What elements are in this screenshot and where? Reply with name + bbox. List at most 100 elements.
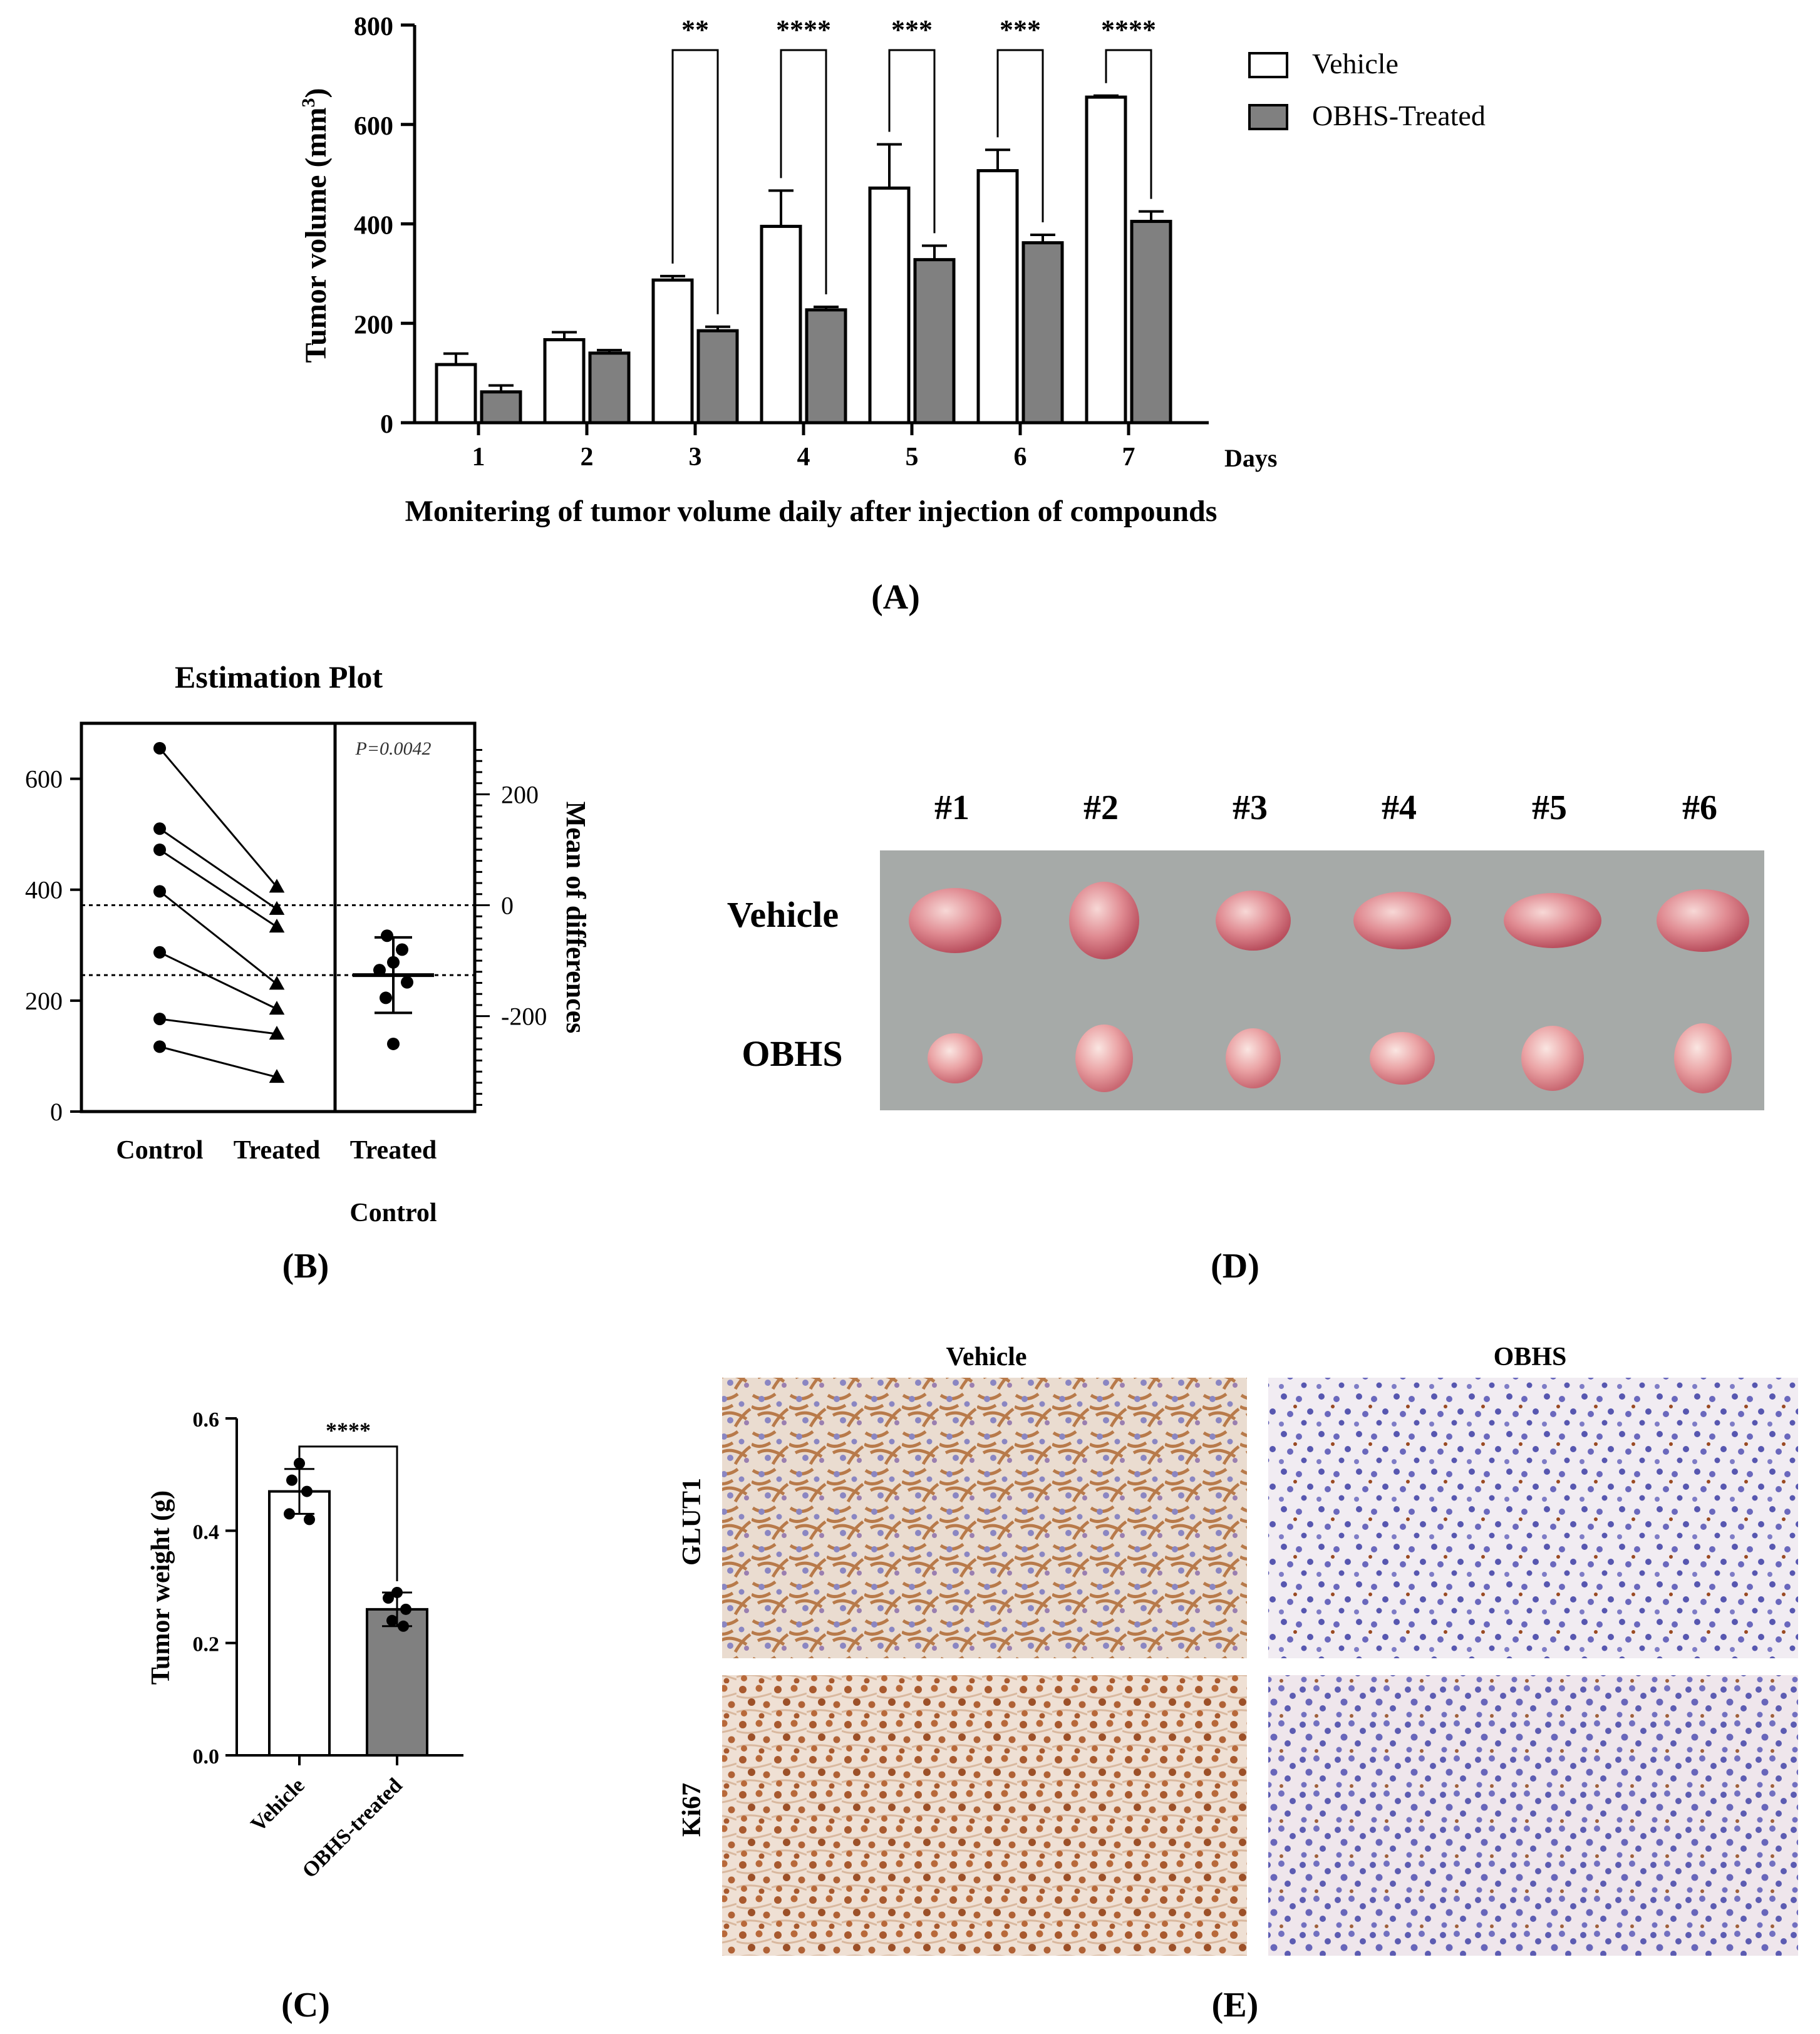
panel-d-tumor-photo: #1 #2 #3 #4 #5 #6 Vehicle OBHS (D) (727, 788, 1764, 1286)
tumor-obhs (1075, 1025, 1133, 1092)
c-data-point (400, 1603, 411, 1615)
tumor-obhs (928, 1033, 983, 1083)
control-point (153, 1040, 166, 1053)
bar-vehicle-day-3 (651, 278, 694, 425)
x-label-control: Control (116, 1136, 203, 1165)
c-data-point (284, 1508, 295, 1520)
tumor-column-label: #1 (934, 788, 969, 827)
x-label-diff-top: Treated (350, 1136, 437, 1165)
difference-point (401, 976, 413, 989)
difference-point (381, 929, 393, 942)
left-tick-label: 400 (25, 876, 63, 904)
bar-vehicle-day-7 (1085, 95, 1127, 425)
ihc-col-obhs: OBHS (1494, 1343, 1567, 1371)
treated-point (269, 1069, 285, 1083)
ihc-row-ki67: Ki67 (678, 1783, 706, 1837)
treated-point (269, 1001, 285, 1015)
control-point (153, 843, 166, 856)
right-tick-label: -200 (501, 1003, 547, 1031)
tumor-column-label: #2 (1083, 788, 1119, 827)
pair-line (158, 747, 278, 888)
c-significance-stars: **** (326, 1418, 371, 1443)
ihc-row-glut1: GLUT1 (678, 1478, 706, 1566)
pair-line (159, 828, 277, 910)
panel-c-label: (C) (281, 1986, 330, 2025)
x-unit-label: Days (1224, 444, 1277, 472)
x-axis-title: Monitering of tumor volume daily after i… (405, 495, 1218, 528)
treated-point (269, 976, 285, 990)
tumor-vehicle (909, 888, 1001, 953)
significance-stars: ** (681, 14, 709, 45)
significance-stars: *** (891, 14, 933, 45)
difference-point (380, 991, 392, 1004)
control-point (153, 822, 166, 835)
treated-point (269, 919, 285, 933)
difference-point (396, 943, 408, 956)
y-tick-label: 200 (354, 311, 393, 339)
panel-d-label: (D) (1211, 1247, 1259, 1286)
ihc-col-vehicle: Vehicle (946, 1343, 1026, 1371)
bar-vehicle-day-1 (435, 363, 477, 425)
c-y-tick-label: 0.0 (193, 1745, 220, 1768)
panel-e-ihc: Vehicle OBHS GLUT1 Ki67 (E) (678, 1343, 1798, 2025)
y-axis-title: Tumor volume (mm3) (298, 88, 333, 363)
tumor-column-label: #6 (1682, 788, 1717, 827)
c-data-point (301, 1485, 313, 1497)
tumor-obhs (1370, 1032, 1435, 1085)
tumor-vehicle (1504, 893, 1601, 948)
pair-line (159, 849, 277, 928)
c-data-point (304, 1514, 315, 1526)
bar-vehicle (268, 1490, 331, 1757)
treated-point (269, 879, 285, 893)
c-data-point (398, 1620, 409, 1632)
right-axis-title: Mean of differences (561, 802, 591, 1034)
y-tick-label: 0 (380, 410, 393, 439)
c-x-tick-label: Vehicle (247, 1773, 309, 1836)
x-label-treated: Treated (234, 1136, 320, 1165)
c-data-point (294, 1457, 305, 1469)
significance-stars: **** (776, 14, 831, 45)
panel-b-label: (B) (282, 1247, 329, 1286)
tumor-vehicle (1657, 889, 1749, 952)
x-tick-label: 4 (797, 443, 810, 472)
significance-bracket (671, 49, 719, 314)
tumor-column-label: #4 (1382, 788, 1417, 827)
right-tick-label: 0 (501, 892, 514, 920)
p-value: P=0.0042 (354, 738, 431, 759)
c-y-tick-label: 0.4 (193, 1520, 220, 1544)
bar-obhs-day-3 (696, 329, 739, 425)
control-point (153, 1013, 166, 1026)
x-tick-label: 1 (472, 443, 485, 472)
panel-e-label: (E) (1212, 1986, 1259, 2025)
ihc-image-glut1-vehicle (722, 1378, 1247, 1658)
control-point (153, 885, 166, 898)
c-y-tick-label: 0.2 (193, 1633, 220, 1656)
tumor-column-label: #3 (1233, 788, 1268, 827)
significance-bracket (996, 49, 1044, 222)
left-tick-label: 0 (50, 1098, 63, 1126)
legend-label-obhs: OBHS-Treated (1312, 100, 1486, 132)
pair-line (159, 1045, 277, 1078)
ihc-image-glut1-obhs (1268, 1378, 1798, 1658)
c-data-point (286, 1474, 297, 1486)
treated-point (269, 901, 285, 915)
treated-point (269, 1026, 285, 1040)
x-tick-label: 3 (689, 443, 702, 472)
control-point (153, 946, 166, 959)
tumor-vehicle (1069, 882, 1139, 959)
bar-obhs-day-2 (588, 351, 631, 425)
panel-a-label: (A) (871, 578, 920, 617)
c-y-axis-title: Tumor weight (g) (147, 1490, 175, 1685)
c-data-point (383, 1592, 394, 1604)
left-tick-label: 600 (25, 765, 63, 793)
x-tick-label: 2 (581, 443, 594, 472)
significance-bracket (1105, 49, 1152, 199)
bar-obhs-treated (366, 1608, 428, 1757)
bar-vehicle-day-5 (868, 186, 911, 425)
bar-vehicle-day-4 (760, 224, 802, 425)
pair-line (159, 951, 277, 1010)
bar-vehicle-day-2 (543, 338, 586, 425)
pair-line (159, 891, 277, 985)
